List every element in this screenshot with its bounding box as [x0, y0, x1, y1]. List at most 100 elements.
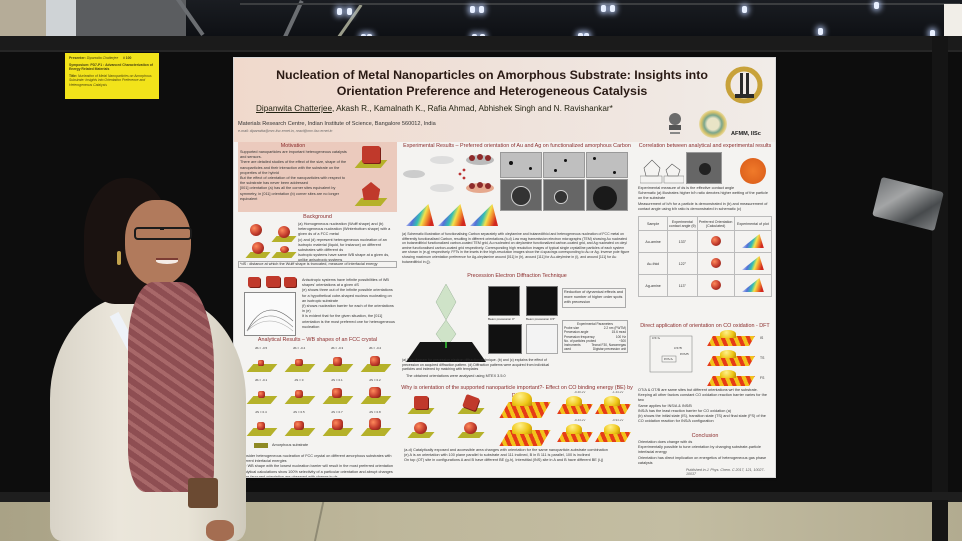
parameter-row: Instruments used Tecnai F30, Nanomegas Di…	[564, 343, 626, 351]
contact-angle-circle	[740, 158, 766, 184]
poster-affiliation: Materials Research Centre, Indian Instit…	[238, 121, 436, 127]
wb-shape-cell: dS = 0.1	[318, 378, 356, 410]
ipf-plot-j	[470, 204, 498, 226]
ceiling-light	[610, 5, 615, 12]
label-ts: TS	[760, 356, 765, 360]
parameter-value: 2.2 nm (FWTM)	[603, 326, 626, 331]
poster-authors: Dipanwita Chatterjee, Akash R., Kamalnat…	[256, 104, 613, 113]
energy-ota: -0.40 eV	[574, 390, 586, 394]
parameter-name: Precession angle	[564, 330, 589, 335]
published-note: Published in J. Phys. Chem. C 2017, 121,…	[686, 468, 765, 476]
tag-symposium: Symposium: PD7-P1 : Advanced Characteriz…	[69, 62, 153, 72]
ds-label: dS = -0.2	[368, 346, 382, 350]
hrtem-image-e	[500, 179, 542, 211]
parameter-list: Probe size 2.2 nm (FWTM) Precession angle 1…	[564, 326, 626, 351]
ds-label: dS = -0.5	[254, 346, 268, 350]
wb-crystal	[257, 422, 265, 430]
poster-email: e-mail: dipanwita@mrc.iisc.ernet.in, nra…	[238, 129, 333, 133]
energy-insa: -0.44 eV	[574, 418, 586, 422]
wb-shape-cell: dS = -0.4	[280, 346, 318, 378]
orientation-model	[696, 274, 735, 297]
ceiling-light	[479, 6, 484, 13]
display-board-base	[0, 492, 962, 502]
tem-image-b	[500, 152, 542, 178]
ped-ray-diagram	[406, 283, 486, 362]
wb-crystal	[331, 419, 343, 430]
wb-shape-cell: dS = -0.3	[318, 346, 356, 378]
hrtem-image-f	[543, 179, 585, 211]
research-poster: Nucleation of Metal Nanoparticles on Amo…	[233, 57, 776, 478]
wb-shape-cell: dS = 0.4	[242, 410, 280, 442]
pattern-label-0deg: Beam precession 0°	[488, 317, 515, 321]
motivation-title: Motivation	[280, 143, 306, 149]
tag-title: Title: Nucleation of Metal Nanoparticles…	[69, 73, 152, 87]
ipf-thumbnail	[733, 274, 773, 297]
ceiling-light	[347, 8, 352, 15]
correlation-table: Sample Experimental contact angle (θ) Pr…	[637, 216, 773, 297]
ceiling-light	[742, 6, 747, 13]
ceiling-light	[874, 2, 879, 9]
parameter-row: Precession angle 15.6 mrad	[564, 330, 626, 334]
reaction-barrier-chart	[649, 335, 693, 373]
co-ts-cluster	[720, 350, 736, 358]
point-otb: OT/B	[674, 346, 682, 350]
indexed-pattern	[488, 324, 522, 354]
wulff-shape	[250, 224, 262, 236]
wb-shape-cell: dS = -0.2	[356, 346, 394, 378]
ds-note: *dS : distance at which the Wulff shape …	[238, 261, 397, 269]
substrate-legend-swatch	[254, 443, 268, 448]
hrtem-image-g	[586, 179, 628, 211]
dft-cluster-insb	[604, 424, 620, 434]
ipf-thumbnail	[733, 230, 773, 253]
pattern-label-05deg: Beam precession 0.5°	[526, 317, 556, 321]
why-bullets: (a-d) Catalytically exposed and accessib…	[404, 448, 608, 463]
hall-wall	[0, 0, 46, 36]
correlation-title: Correlation between analytical and exper…	[638, 143, 772, 149]
tem-image-c	[543, 152, 585, 178]
parameter-name: Precession frequency	[564, 334, 595, 339]
co-oxidation-title: Direct application of orientation on CO …	[640, 323, 770, 329]
booth-tag: Presenter: Dipanwita Chatterjee # 100 Sy…	[65, 53, 159, 99]
experimental-title: Experimental Results – Preferred orienta…	[403, 143, 631, 149]
parameter-name: Instruments used	[564, 343, 581, 352]
contact-angle-schematic	[640, 159, 684, 184]
dft-cluster-otb	[604, 396, 620, 406]
dft-cluster-ota	[566, 396, 582, 406]
ds-label: dS = 0.4	[255, 410, 267, 414]
display-board-leg	[932, 500, 948, 541]
afmm-label: AFMM, IISc	[731, 131, 761, 137]
label-fs: FS	[760, 376, 765, 380]
wb-crystal	[294, 389, 304, 398]
orientation-model	[696, 230, 735, 253]
ipf-thumbnail	[733, 252, 773, 275]
experimental-parameters: Experimental Parameters Probe size 2.2 nm…	[562, 320, 628, 354]
nanoparticle-d	[464, 422, 477, 434]
analytical-title: Analytical Results – WB shapes of an FCC…	[257, 337, 378, 343]
parameter-value: 15.6 mrad	[611, 330, 626, 335]
correlation-bullets: Experimental measure of ds is the effect…	[638, 186, 769, 211]
ds-label: dS = -0.4	[292, 346, 306, 350]
substrate-legend-label: Amorphous substrate	[272, 443, 309, 447]
parameter-name: No. of particles probed	[564, 338, 597, 343]
background-bullets: (a) Homogeneous nucleation (Wulff shape)…	[298, 222, 391, 263]
label-is: IS	[760, 336, 764, 340]
background-bullets-2: Anisotropic systems have infinite possib…	[302, 278, 395, 329]
poster-header: Nucleation of Metal Nanoparticles on Amo…	[234, 58, 775, 142]
diffraction-pattern-05deg	[526, 286, 558, 316]
co-is-cluster	[720, 330, 736, 338]
parameter-value: ~300	[618, 338, 626, 343]
point-insb: INS/B	[680, 352, 689, 356]
parameter-value: 100 Hz	[615, 334, 626, 339]
ds-label: dS = 0.7	[331, 410, 343, 414]
ped-title: Precession Electron Diffraction Techniqu…	[467, 273, 567, 279]
parameter-row: Precession frequency 100 Hz	[564, 335, 626, 339]
conclusion-title: Conclusion	[691, 433, 719, 439]
ds-label: dS = 0.5	[293, 410, 305, 414]
ceiling-light	[337, 8, 342, 15]
ds-label: dS = -0.1	[254, 378, 268, 382]
wb-crystal	[332, 357, 342, 366]
wb-shape-cell: dS = 0.7	[318, 410, 356, 442]
co-fs-cluster	[720, 370, 736, 378]
wb-shapes-grid: dS = -0.5 dS = -0.4 dS = -0.3 dS = -0.2 dS =…	[242, 346, 394, 442]
